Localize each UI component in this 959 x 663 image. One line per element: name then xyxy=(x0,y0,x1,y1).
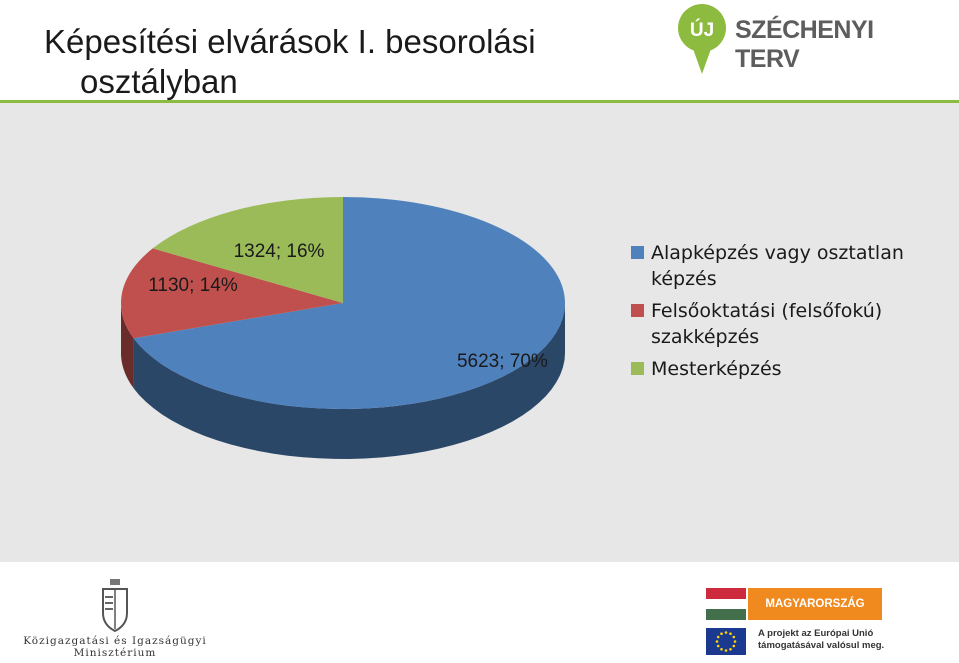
pie-tops xyxy=(120,197,566,409)
pie-slice-3 xyxy=(152,197,343,303)
slide-title: Képesítési elvárások I. besorolási osztá… xyxy=(44,22,654,102)
legend-label-2: Felsőoktatási (felsőfokú) szakképzés xyxy=(651,300,883,348)
chart-panel: 5623; 70% 1130; 14% 1324; 16% Alapképzés v… xyxy=(0,103,959,562)
pie-sides xyxy=(121,303,565,459)
eu-star-icon xyxy=(724,631,728,634)
legend-label-3: Mesterképzés xyxy=(651,358,782,380)
legend-item-1: Alapképzés vagy osztatlan képzés xyxy=(631,240,931,292)
pie-chart: 5623; 70% 1130; 14% 1324; 16% xyxy=(120,197,566,459)
legend-swatch-1 xyxy=(631,246,644,259)
ministry-logo: Közigazgatási és Igazságügyi Minisztériu… xyxy=(20,575,210,660)
hungary-renewal-text: MAGYARORSZÁG MEGÚJUL xyxy=(748,588,882,642)
location-pin-icon: ÚJ xyxy=(678,4,726,74)
eu-star-icon xyxy=(724,649,728,652)
legend-item-3: Mesterképzés xyxy=(631,356,931,382)
eu-star-icon xyxy=(732,635,736,639)
slide-title-line2: osztályban xyxy=(80,63,238,100)
pie-side-1 xyxy=(133,303,565,459)
eu-star-icon xyxy=(720,648,723,651)
eu-support-line1: A projekt az Európai Unió xyxy=(758,628,874,639)
eu-star-icon xyxy=(716,635,720,639)
pie-side-2 xyxy=(121,303,134,389)
eu-star-icon xyxy=(716,644,720,648)
legend-item-2: Felsőoktatási (felsőfokú) szakképzés xyxy=(631,298,931,350)
legend-swatch-3 xyxy=(631,362,644,375)
hungary-renewal-badge: MAGYARORSZÁG MEGÚJUL xyxy=(706,588,882,642)
pie-labels: 5623; 70% 1130; 14% 1324; 16% xyxy=(148,241,548,372)
brand-badge-text: ÚJ xyxy=(690,19,714,41)
ministry-line2: Minisztérium xyxy=(73,647,157,659)
pie-slice-1 xyxy=(133,197,566,409)
coat-of-arms-icon xyxy=(102,579,128,633)
eu-support-line2: támogatásával valósul meg. xyxy=(758,640,885,651)
eu-support-text: A projekt az Európai Unió támogatásával … xyxy=(758,628,958,652)
ministry-name: Közigazgatási és Igazságügyi Minisztériu… xyxy=(20,635,210,659)
data-label-3: 1324; 16% xyxy=(234,241,325,262)
szechenyi-logo: ÚJ SZÉCHENYI TERV xyxy=(678,2,938,82)
slide-title-line1: Képesítési elvárások I. besorolási xyxy=(44,23,536,60)
eu-star-icon xyxy=(720,632,723,635)
legend-label-1: Alapképzés vagy osztatlan képzés xyxy=(651,242,904,290)
eu-star-icon xyxy=(715,640,719,643)
data-label-2: 1130; 14% xyxy=(148,275,238,296)
eu-star-icon xyxy=(729,648,732,651)
eu-star-icon xyxy=(733,640,737,643)
eu-star-icon xyxy=(732,644,736,648)
legend-swatch-2 xyxy=(631,304,644,317)
eu-flag-icon xyxy=(706,628,746,655)
brand-name: SZÉCHENYI TERV xyxy=(735,16,874,73)
hungarian-flag-icon xyxy=(706,588,746,620)
pie-slice-2 xyxy=(120,248,343,339)
chart-legend: Alapképzés vagy osztatlan képzés Felsőokt… xyxy=(631,240,931,388)
data-label-1: 5623; 70% xyxy=(457,351,548,372)
eu-star-icon xyxy=(729,632,732,635)
header-divider xyxy=(0,100,959,103)
ministry-line1: Közigazgatási és Igazságügyi xyxy=(23,635,207,647)
